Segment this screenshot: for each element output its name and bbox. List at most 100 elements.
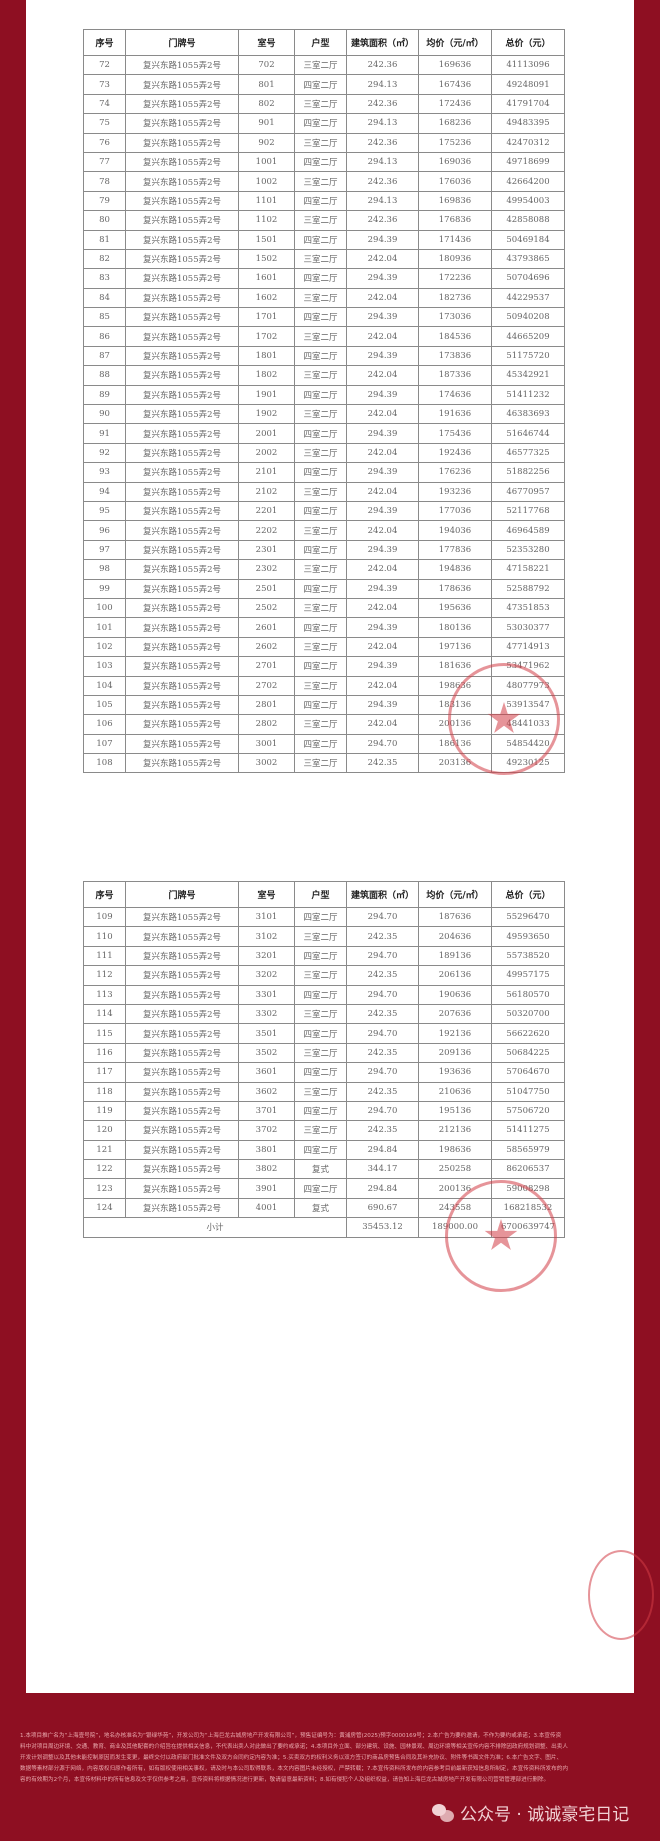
- address-cell: 复兴东路1055弄2号: [125, 617, 239, 638]
- row-number-cell: 96: [83, 520, 126, 541]
- table-row: 110 复兴东路1055弄2号 3102 三室二厅 242.35 204636 495936…: [83, 926, 565, 947]
- table-row: 98 复兴东路1055弄2号 2302 三室二厅 242.04 194836 4715822…: [83, 559, 565, 580]
- table-row: 96 复兴东路1055弄2号 2202 三室二厅 242.04 194036 4696458…: [83, 520, 565, 541]
- room-number-cell: 3801: [238, 1139, 295, 1161]
- row-number-cell: 86: [83, 326, 126, 347]
- unit-price-cell: 207636: [418, 1003, 492, 1025]
- row-number-cell: 115: [83, 1023, 126, 1044]
- total-price-cell: 47351853: [491, 597, 565, 619]
- disclaimer-line: 数据等素材部分源于网络，内容版权归原作者所有，如有版权使用相关事权，请及时与本公…: [20, 1766, 568, 1772]
- table-row: 83 复兴东路1055弄2号 1601 四室二厅 294.39 172236 5070469…: [83, 268, 565, 289]
- room-number-cell: 1802: [238, 365, 295, 386]
- row-number-cell: 78: [83, 171, 126, 192]
- price-table-1: 序号 门牌号 室号 户型 建筑面积（㎡） 均价（元/㎡） 总价（元） 72 复兴东路1055弄…: [83, 29, 565, 774]
- floor-area-cell: 242.04: [346, 597, 419, 619]
- unit-type-cell: 三室二厅: [294, 714, 347, 735]
- room-number-cell: 3001: [238, 733, 295, 755]
- unit-price-cell: 176836: [418, 210, 492, 231]
- table-row: 90 复兴东路1055弄2号 1902 三室二厅 242.04 191636 4638369…: [83, 404, 565, 425]
- unit-price-cell: 168236: [418, 113, 492, 134]
- floor-area-cell: 294.70: [346, 984, 419, 1005]
- address-cell: 复兴东路1055弄2号: [125, 656, 239, 677]
- row-number-cell: 72: [83, 54, 126, 76]
- row-number-cell: 90: [83, 404, 126, 425]
- room-number-cell: 1502: [238, 248, 295, 270]
- row-number-cell: 113: [83, 984, 126, 1005]
- row-number-cell: 77: [83, 151, 126, 173]
- unit-type-cell: 三室二厅: [294, 326, 347, 347]
- unit-type-cell: 三室二厅: [294, 248, 347, 270]
- room-number-cell: 3201: [238, 945, 295, 967]
- floor-area-cell: 294.39: [346, 229, 419, 250]
- row-number-cell: 101: [83, 617, 126, 638]
- unit-price-cell: 187636: [418, 906, 492, 928]
- floor-area-cell: 294.39: [346, 578, 419, 599]
- table-row: 100 复兴东路1055弄2号 2502 三室二厅 242.04 195636 473518…: [83, 597, 565, 619]
- subtotal-total: 6700639747: [491, 1217, 565, 1238]
- unit-type-cell: 三室二厅: [294, 675, 347, 696]
- total-price-cell: 49718699: [491, 151, 565, 173]
- room-number-cell: 3602: [238, 1081, 295, 1102]
- unit-price-cell: 176236: [418, 462, 492, 483]
- unit-price-cell: 174636: [418, 384, 492, 406]
- table-row: 119 复兴东路1055弄2号 3701 四室二厅 294.70 195136 575067…: [83, 1100, 565, 1122]
- unit-type-cell: 四室二厅: [294, 1178, 347, 1199]
- total-price-cell: 51411275: [491, 1120, 565, 1141]
- floor-area-cell: 242.04: [346, 442, 419, 464]
- table-row: 86 复兴东路1055弄2号 1702 三室二厅 242.04 184536 4466520…: [83, 326, 565, 347]
- floor-area-cell: 242.04: [346, 248, 419, 270]
- unit-type-cell: 三室二厅: [294, 1081, 347, 1102]
- total-price-cell: 56180570: [491, 984, 565, 1005]
- floor-area-cell: 242.35: [346, 1120, 419, 1141]
- address-cell: 复兴东路1055弄2号: [125, 384, 239, 406]
- row-number-cell: 100: [83, 597, 126, 619]
- total-price-cell: 46383693: [491, 404, 565, 425]
- unit-price-cell: 203136: [418, 753, 492, 774]
- floor-area-cell: 242.36: [346, 93, 419, 115]
- column-header-unit-price: 均价（元/㎡）: [418, 881, 492, 908]
- floor-area-cell: 294.84: [346, 1139, 419, 1161]
- row-number-cell: 85: [83, 307, 126, 328]
- unit-type-cell: 四室二厅: [294, 617, 347, 638]
- total-price-cell: 50320700: [491, 1003, 565, 1025]
- unit-type-cell: 三室二厅: [294, 481, 347, 502]
- total-price-cell: 42858088: [491, 210, 565, 231]
- room-number-cell: 2802: [238, 714, 295, 735]
- unit-price-cell: 243558: [418, 1197, 492, 1219]
- unit-type-cell: 四室二厅: [294, 694, 347, 716]
- room-number-cell: 2201: [238, 500, 295, 522]
- address-cell: 复兴东路1055弄2号: [125, 151, 239, 173]
- unit-type-cell: 三室二厅: [294, 559, 347, 580]
- unit-price-cell: 183136: [418, 694, 492, 716]
- disclaimer-line: 1.本项目推广名为“上海壹号院”，地名办核准名为“银绿华苑”，开发公司为“上海巨…: [20, 1733, 562, 1739]
- row-number-cell: 87: [83, 345, 126, 367]
- unit-price-cell: 212136: [418, 1120, 492, 1141]
- floor-area-cell: 294.39: [346, 694, 419, 716]
- table-row: 103 复兴东路1055弄2号 2701 四室二厅 294.39 181636 534719…: [83, 656, 565, 677]
- unit-type-cell: 四室二厅: [294, 945, 347, 967]
- address-cell: 复兴东路1055弄2号: [125, 636, 239, 658]
- total-price-cell: 52117768: [491, 500, 565, 522]
- total-price-cell: 51175720: [491, 345, 565, 367]
- column-header-unit-type: 户型: [294, 881, 347, 908]
- floor-area-cell: 242.35: [346, 1081, 419, 1102]
- room-number-cell: 2101: [238, 462, 295, 483]
- unit-type-cell: 四室二厅: [294, 307, 347, 328]
- table-row: 87 复兴东路1055弄2号 1801 四室二厅 294.39 173836 5117572…: [83, 345, 565, 367]
- room-number-cell: 2602: [238, 636, 295, 658]
- table-row: 111 复兴东路1055弄2号 3201 四室二厅 294.70 189136 557385…: [83, 945, 565, 967]
- address-cell: 复兴东路1055弄2号: [125, 462, 239, 483]
- unit-type-cell: 三室二厅: [294, 210, 347, 231]
- unit-type-cell: 四室二厅: [294, 151, 347, 173]
- table-row: 85 复兴东路1055弄2号 1701 四室二厅 294.39 173036 5094020…: [83, 307, 565, 328]
- address-cell: 复兴东路1055弄2号: [125, 1042, 239, 1064]
- unit-price-cell: 175436: [418, 423, 492, 444]
- room-number-cell: 2202: [238, 520, 295, 541]
- row-number-cell: 99: [83, 578, 126, 599]
- unit-price-cell: 189136: [418, 945, 492, 967]
- address-cell: 复兴东路1055弄2号: [125, 500, 239, 522]
- table-row: 116 复兴东路1055弄2号 3502 三室二厅 242.35 209136 506842…: [83, 1042, 565, 1064]
- unit-price-cell: 181636: [418, 656, 492, 677]
- disclaimer-line: 容的有效期为2个月，本宣传材料中的所有信息及文字仅供参考之用，宣传资料将根据情况…: [20, 1777, 550, 1783]
- total-price-cell: 57506720: [491, 1100, 565, 1122]
